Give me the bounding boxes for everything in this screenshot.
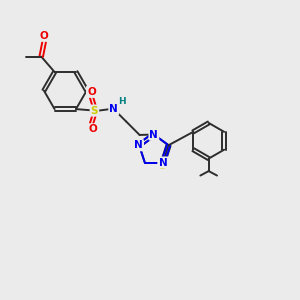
- Text: O: O: [40, 31, 49, 41]
- Text: S: S: [159, 161, 166, 171]
- Text: O: O: [88, 124, 97, 134]
- Text: N: N: [149, 130, 158, 140]
- Text: N: N: [159, 158, 167, 167]
- Text: H: H: [118, 97, 126, 106]
- Text: N: N: [110, 104, 118, 114]
- Text: N: N: [134, 140, 143, 150]
- Text: S: S: [91, 106, 98, 116]
- Text: O: O: [87, 87, 96, 97]
